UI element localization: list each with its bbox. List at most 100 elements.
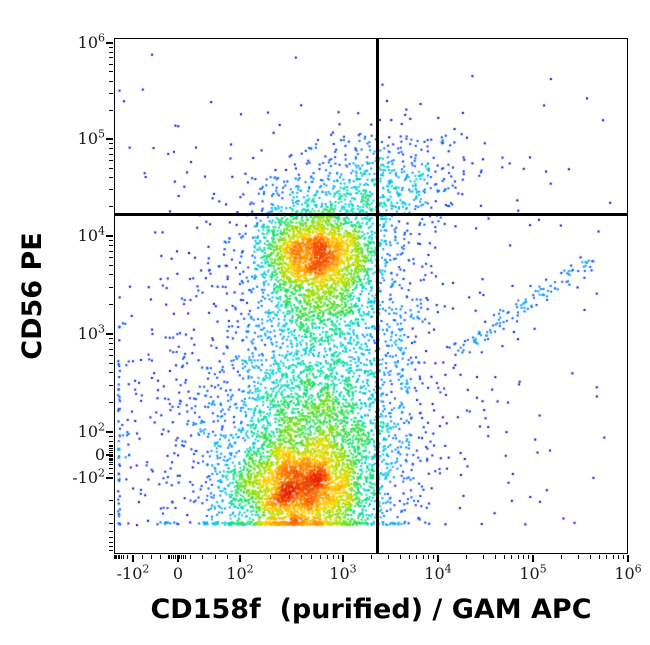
y-minor-tick <box>109 402 113 403</box>
x-minor-tick <box>214 555 216 559</box>
y-minor-tick <box>109 177 113 179</box>
y-minor-tick <box>109 142 113 144</box>
y-minor-tick <box>109 384 113 386</box>
y-minor-tick <box>109 206 113 208</box>
y-minor-tick <box>109 450 113 452</box>
x-tick <box>627 555 629 562</box>
x-tick <box>532 555 534 562</box>
y-minor-tick <box>109 462 113 464</box>
x-minor-tick <box>169 555 171 559</box>
y-minor-tick <box>109 160 113 161</box>
y-minor-tick <box>109 57 113 59</box>
x-minor-tick <box>618 555 620 559</box>
x-minor-tick <box>428 555 430 559</box>
y-tick <box>106 477 113 479</box>
x-minor-tick <box>181 555 183 559</box>
y-minor-tick <box>109 459 113 461</box>
x-tick <box>176 555 179 562</box>
y-minor-tick <box>109 452 113 454</box>
y-minor-tick <box>109 189 113 191</box>
x-minor-tick <box>503 555 505 559</box>
y-minor-tick <box>109 63 113 65</box>
x-minor-tick <box>115 555 117 559</box>
y-tick <box>106 333 113 335</box>
x-minor-tick <box>598 555 600 559</box>
y-minor-tick <box>109 167 113 169</box>
y-minor-tick <box>109 523 113 525</box>
y-minor-tick <box>109 274 113 276</box>
y-minor-tick <box>109 463 113 465</box>
x-minor-tick <box>577 555 579 559</box>
x-tick <box>132 555 134 562</box>
y-minor-tick <box>109 546 113 548</box>
x-minor-tick <box>589 555 591 559</box>
y-minor-tick <box>109 239 113 241</box>
x-minor-tick <box>270 555 272 559</box>
y-minor-tick <box>109 355 113 357</box>
y-minor-tick <box>109 80 113 82</box>
x-minor-tick <box>517 555 519 559</box>
x-minor-tick <box>202 555 204 559</box>
y-minor-tick <box>109 250 113 252</box>
y-minor-tick <box>109 513 113 515</box>
y-minor-tick <box>109 536 113 538</box>
y-minor-tick <box>109 362 113 364</box>
y-minor-tick <box>109 337 113 339</box>
x-minor-tick <box>150 555 152 559</box>
y-minor-tick <box>109 147 113 149</box>
x-tick <box>437 555 439 562</box>
y-minor-tick <box>109 460 113 462</box>
x-tick-label: 103 <box>329 562 357 583</box>
y-tick-label: 104 <box>77 224 105 245</box>
y-tick-label: 0 <box>94 444 105 464</box>
x-minor-tick <box>183 555 185 559</box>
x-minor-tick <box>523 555 525 559</box>
x-minor-tick <box>301 555 303 559</box>
y-minor-tick <box>109 530 113 532</box>
x-tick <box>342 555 344 562</box>
y-tick-label: 103 <box>77 322 105 343</box>
x-minor-tick <box>119 555 121 559</box>
x-minor-tick <box>319 555 321 559</box>
x-minor-tick <box>311 555 313 559</box>
y-minor-tick <box>109 51 113 53</box>
y-tick-label: -102 <box>72 466 105 487</box>
x-minor-tick <box>482 555 484 559</box>
x-tick-label: -102 <box>116 562 150 583</box>
y-minor-tick <box>109 468 113 470</box>
x-tick-label: 102 <box>226 562 254 583</box>
y-minor-tick <box>109 153 113 155</box>
x-minor-tick <box>116 555 118 559</box>
y-minor-tick <box>109 541 113 543</box>
x-minor-tick <box>387 555 389 559</box>
y-minor-tick <box>109 244 113 246</box>
y-minor-tick <box>109 446 113 448</box>
x-minor-tick <box>123 555 125 559</box>
y-minor-tick <box>109 550 113 552</box>
x-minor-tick <box>326 555 328 559</box>
x-minor-tick <box>606 555 608 559</box>
y-minor-tick <box>109 46 113 48</box>
y-minor-tick <box>109 445 113 447</box>
x-minor-tick <box>466 555 468 559</box>
y-tick <box>106 235 113 237</box>
y-minor-tick <box>109 456 113 458</box>
x-minor-tick <box>371 555 373 559</box>
y-tick <box>106 42 113 44</box>
x-tick-label: 0 <box>172 564 184 583</box>
y-axis-title: CD56 PE <box>17 232 48 360</box>
x-minor-tick <box>117 555 119 559</box>
y-minor-tick <box>109 348 113 350</box>
x-minor-tick <box>408 555 410 559</box>
x-minor-tick <box>337 555 339 559</box>
x-axis-title: CD158f (purified) / GAM APC <box>150 594 592 625</box>
y-minor-tick <box>109 448 113 450</box>
x-minor-tick <box>126 555 128 559</box>
y-minor-tick <box>109 440 113 442</box>
x-minor-tick <box>332 555 334 559</box>
x-minor-tick <box>173 555 175 559</box>
x-minor-tick <box>175 555 177 559</box>
y-minor-tick <box>109 342 113 344</box>
x-minor-tick <box>189 555 191 559</box>
